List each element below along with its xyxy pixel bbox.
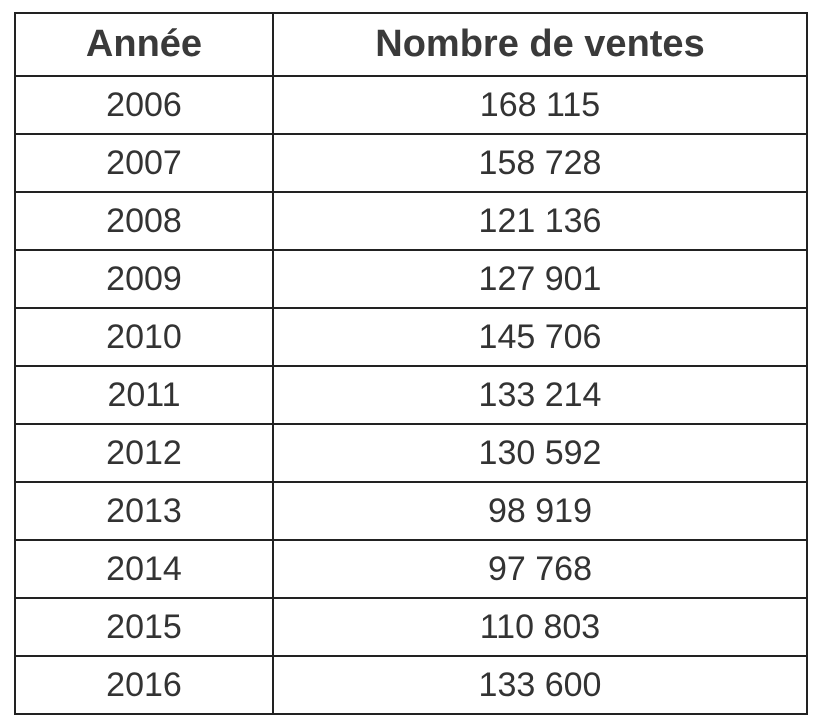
- year-cell: 2014: [14, 539, 274, 599]
- table-row: 2014 97 768: [14, 539, 808, 599]
- table-row: 2012 130 592: [14, 423, 808, 483]
- header-row: Année Nombre de ventes: [14, 12, 808, 77]
- sales-cell: 121 136: [272, 191, 808, 251]
- header-cell: Nombre de ventes: [272, 12, 808, 77]
- table-row: 2006 168 115: [14, 75, 808, 135]
- sales-cell: 130 592: [272, 423, 808, 483]
- year-cell: 2010: [14, 307, 274, 367]
- sales-cell: 98 919: [272, 481, 808, 541]
- sales-cell: 110 803: [272, 597, 808, 657]
- year-cell: 2008: [14, 191, 274, 251]
- table-row: 2011 133 214: [14, 365, 808, 425]
- table-row: 2007 158 728: [14, 133, 808, 193]
- sales-table: Année Nombre de ventes 2006 168 115 2007 15…: [14, 12, 808, 715]
- sales-cell: 133 600: [272, 655, 808, 715]
- sales-cell: 145 706: [272, 307, 808, 367]
- table-row: 2009 127 901: [14, 249, 808, 309]
- year-cell: 2016: [14, 655, 274, 715]
- sales-cell: 133 214: [272, 365, 808, 425]
- table-body: 2006 168 115 2007 158 728 2008 121 136 2009 127…: [14, 75, 808, 715]
- table-head: Année Nombre de ventes: [14, 12, 808, 77]
- year-cell: 2015: [14, 597, 274, 657]
- table-row: 2013 98 919: [14, 481, 808, 541]
- table-row: 2010 145 706: [14, 307, 808, 367]
- year-cell: 2009: [14, 249, 274, 309]
- year-cell: 2013: [14, 481, 274, 541]
- table-row: 2015 110 803: [14, 597, 808, 657]
- header-cell: Année: [14, 12, 274, 77]
- year-cell: 2006: [14, 75, 274, 135]
- sales-cell: 127 901: [272, 249, 808, 309]
- table-container: Année Nombre de ventes 2006 168 115 2007 15…: [14, 12, 808, 715]
- year-cell: 2012: [14, 423, 274, 483]
- table-row: 2008 121 136: [14, 191, 808, 251]
- table-row: 2016 133 600: [14, 655, 808, 715]
- year-cell: 2007: [14, 133, 274, 193]
- sales-cell: 158 728: [272, 133, 808, 193]
- sales-cell: 168 115: [272, 75, 808, 135]
- sales-cell: 97 768: [272, 539, 808, 599]
- year-cell: 2011: [14, 365, 274, 425]
